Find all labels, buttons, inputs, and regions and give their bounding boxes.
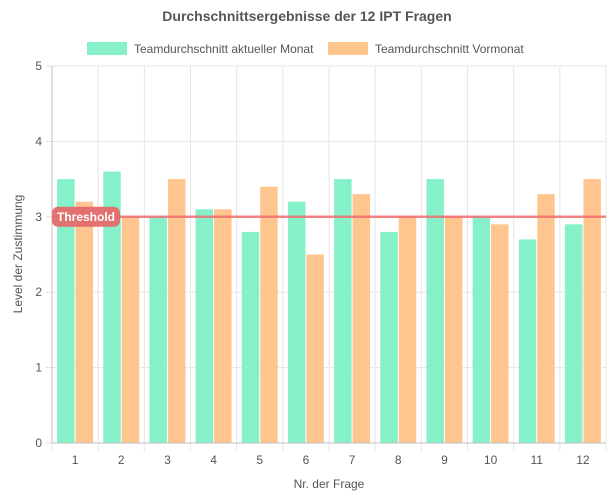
bar-current-5 [241,231,260,443]
bar-previous-2 [121,216,140,443]
grid [51,65,607,451]
x-tick-label: 5 [256,453,263,467]
legend-swatch-current-month[interactable] [87,42,127,55]
legend: Teamdurchschnitt aktueller Monat Teamdur… [87,42,524,56]
threshold-label-box [52,206,120,227]
bars [57,171,601,443]
x-tick-label: 10 [484,453,498,467]
y-axis-title: Level der Zustimmung [11,195,25,314]
bar-current-10 [472,216,491,443]
bar-previous-5 [260,186,278,443]
x-tick-label: 8 [395,453,402,467]
threshold-annotation: Threshold [52,206,606,227]
legend-label-previous-month[interactable]: Teamdurchschnitt Vormonat [375,42,524,56]
y-tick-label: 1 [35,361,42,375]
axes [46,65,606,444]
bar-previous-7 [352,194,371,443]
x-axis-title: Nr. der Frage [294,477,365,491]
x-tick-label: 1 [72,453,79,467]
x-tick-label: 3 [164,453,171,467]
y-tick-label: 4 [35,134,42,148]
bar-previous-8 [398,216,417,443]
chart-title: Durchschnittsergebnisse der 12 IPT Frage… [162,8,451,24]
y-tick-label: 5 [35,59,42,73]
x-tick-label: 12 [576,453,590,467]
x-tick-label: 6 [303,453,310,467]
bar-previous-9 [444,216,463,443]
bar-current-11 [518,239,537,443]
legend-swatch-previous-month[interactable] [328,42,368,55]
x-tick-label: 7 [349,453,356,467]
bar-current-2 [103,171,121,443]
bar-current-4 [195,209,214,443]
x-tick-label: 2 [118,453,125,467]
bar-current-7 [334,179,352,443]
bar-previous-12 [583,179,601,443]
bar-previous-10 [491,224,509,443]
bar-current-3 [149,216,167,443]
y-tick-label: 3 [35,210,42,224]
bar-previous-3 [167,179,186,443]
bar-current-8 [380,231,398,443]
legend-label-current-month[interactable]: Teamdurchschnitt aktueller Monat [134,42,314,56]
y-tick-label: 0 [35,436,42,450]
bar-previous-1 [75,201,94,443]
x-tick-label: 9 [441,453,448,467]
x-tick-label: 4 [210,453,217,467]
bar-previous-11 [537,194,555,443]
bar-current-9 [426,179,444,443]
bar-current-1 [57,179,75,443]
bar-current-6 [287,201,306,443]
y-tick-label: 2 [35,285,42,299]
x-tick-label: 11 [531,453,544,467]
bar-previous-6 [306,254,324,443]
threshold-label: Threshold [57,210,115,224]
bar-current-12 [564,224,583,443]
bar-previous-4 [214,209,232,443]
